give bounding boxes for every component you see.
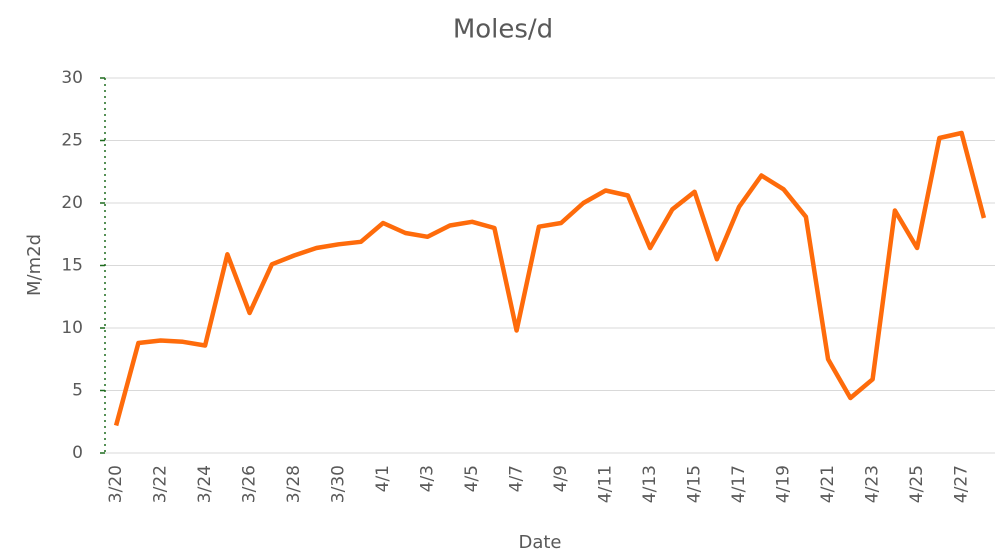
x-tick-label: 4/23 — [863, 465, 883, 503]
x-tick-label: 4/7 — [507, 465, 527, 492]
y-tick-label: 15 — [61, 256, 83, 276]
x-tick-label: 3/20 — [106, 465, 126, 503]
x-tick-label: 4/9 — [551, 465, 571, 492]
x-tick-label: 3/24 — [195, 465, 215, 503]
x-tick-label: 4/5 — [462, 465, 482, 492]
x-tick-label: 3/30 — [329, 465, 349, 503]
x-axis-label: Date — [518, 532, 561, 553]
y-tick-label: 0 — [72, 443, 83, 463]
x-tick-label: 4/25 — [907, 465, 927, 503]
y-tick-label: 30 — [61, 68, 83, 88]
y-tick-label: 10 — [61, 318, 83, 338]
x-tick-label: 4/15 — [685, 465, 705, 503]
y-axis-label: M/m2d — [24, 234, 45, 296]
chart-title: Moles/d — [453, 15, 553, 45]
y-tick-label: 5 — [72, 381, 83, 401]
data-line — [113, 130, 987, 427]
x-tick-label: 4/21 — [818, 465, 838, 503]
x-tick-label: 3/22 — [151, 465, 171, 503]
x-tick-label: 4/17 — [729, 465, 749, 503]
x-tick-label: 4/27 — [952, 465, 972, 503]
x-tick-label: 4/1 — [373, 465, 393, 492]
x-tick-label: 4/3 — [418, 465, 438, 492]
x-tick-label: 3/28 — [284, 465, 304, 503]
x-tick-label: 3/26 — [240, 465, 260, 503]
y-tick-label: 20 — [61, 193, 83, 213]
x-tick-label: 4/19 — [774, 465, 794, 503]
y-tick-label: 25 — [61, 131, 83, 151]
x-tick-label: 4/11 — [596, 465, 616, 503]
x-tick-label: 4/13 — [640, 465, 660, 503]
